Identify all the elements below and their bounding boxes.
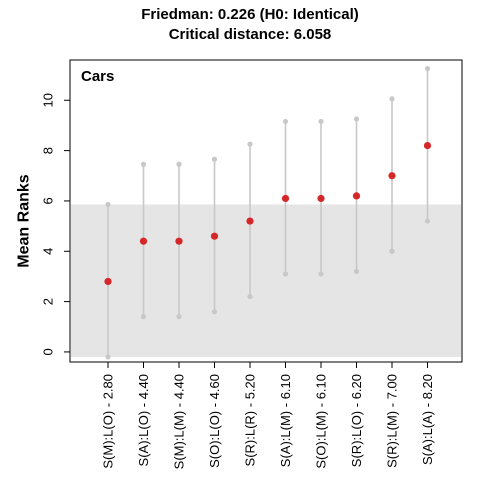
panel-label: Cars bbox=[81, 68, 114, 85]
mean-rank-point bbox=[104, 277, 112, 286]
interval-low-point bbox=[424, 218, 431, 224]
interval-low-point bbox=[176, 314, 182, 320]
y-tick-label: 8 bbox=[41, 147, 56, 154]
mean-rank-point bbox=[281, 194, 290, 203]
x-tick-label: S(R):L(O) - 6.20 bbox=[349, 374, 364, 467]
interval-low-point bbox=[389, 248, 395, 254]
y-tick-label: 0 bbox=[41, 348, 56, 355]
interval-high-point bbox=[247, 141, 253, 147]
mean-rank-point bbox=[175, 237, 183, 245]
y-axis: 0 2 4 6 8 10 bbox=[41, 93, 70, 356]
interval-high-point bbox=[282, 118, 289, 125]
x-tick-label: S(M):L(O) - 2.80 bbox=[101, 374, 116, 469]
interval-low-point bbox=[211, 309, 218, 315]
x-tick-label: S(O):L(M) - 6.10 bbox=[314, 374, 329, 469]
x-tick-label: S(A):L(M) - 6.10 bbox=[278, 374, 293, 467]
interval-high-point bbox=[389, 96, 395, 102]
critical-distance-band bbox=[71, 204, 461, 357]
x-tick-label: S(R):L(R) - 5.20 bbox=[243, 374, 258, 466]
mean-rank-point bbox=[423, 141, 432, 150]
interval-high-point bbox=[353, 116, 360, 122]
chart-subtitle: Critical distance: 6.058 bbox=[168, 26, 332, 43]
interval-low-point bbox=[282, 271, 289, 277]
interval-high-point bbox=[318, 118, 324, 125]
interval-high-point bbox=[176, 161, 182, 167]
x-tick-label: S(A):L(O) - 4.40 bbox=[136, 374, 151, 466]
y-tick-label: 4 bbox=[41, 248, 56, 255]
y-tick-label: 10 bbox=[41, 93, 56, 107]
interval-low-point bbox=[318, 271, 324, 277]
x-axis: S(M):L(O) - 2.80 S(A):L(O) - 4.40 S(M):L(M… bbox=[101, 362, 435, 469]
interval-high-point bbox=[424, 66, 431, 72]
interval-low-point bbox=[140, 314, 147, 320]
chart-title: Friedman: 0.226 (H0: Identical) bbox=[141, 6, 359, 23]
plot-frame bbox=[69, 59, 463, 363]
interval-high-point bbox=[105, 201, 111, 208]
y-tick-label: 2 bbox=[41, 298, 56, 305]
mean-rank-point bbox=[317, 194, 325, 203]
mean-rank-point bbox=[139, 237, 148, 245]
x-tick-label: S(R):L(M) - 7.00 bbox=[385, 374, 400, 468]
x-tick-label: S(A):L(A) - 8.20 bbox=[420, 374, 435, 465]
mean-rank-point bbox=[246, 217, 254, 225]
mean-rank-points bbox=[104, 141, 432, 286]
mean-rank-point bbox=[210, 232, 219, 240]
mean-rank-point bbox=[352, 192, 361, 200]
interval-low-point bbox=[105, 354, 111, 360]
interval-low-point bbox=[353, 268, 360, 274]
interval-low-point bbox=[247, 293, 253, 300]
x-tick-label: S(O):L(O) - 4.60 bbox=[207, 374, 222, 468]
x-tick-label: S(M):L(M) - 4.40 bbox=[172, 374, 187, 469]
y-axis-label: Mean Ranks bbox=[16, 174, 33, 267]
mean-rank-point bbox=[388, 172, 396, 180]
y-tick-label: 6 bbox=[41, 197, 56, 204]
interval-high-point bbox=[211, 156, 218, 162]
interval-high-point bbox=[140, 161, 147, 167]
